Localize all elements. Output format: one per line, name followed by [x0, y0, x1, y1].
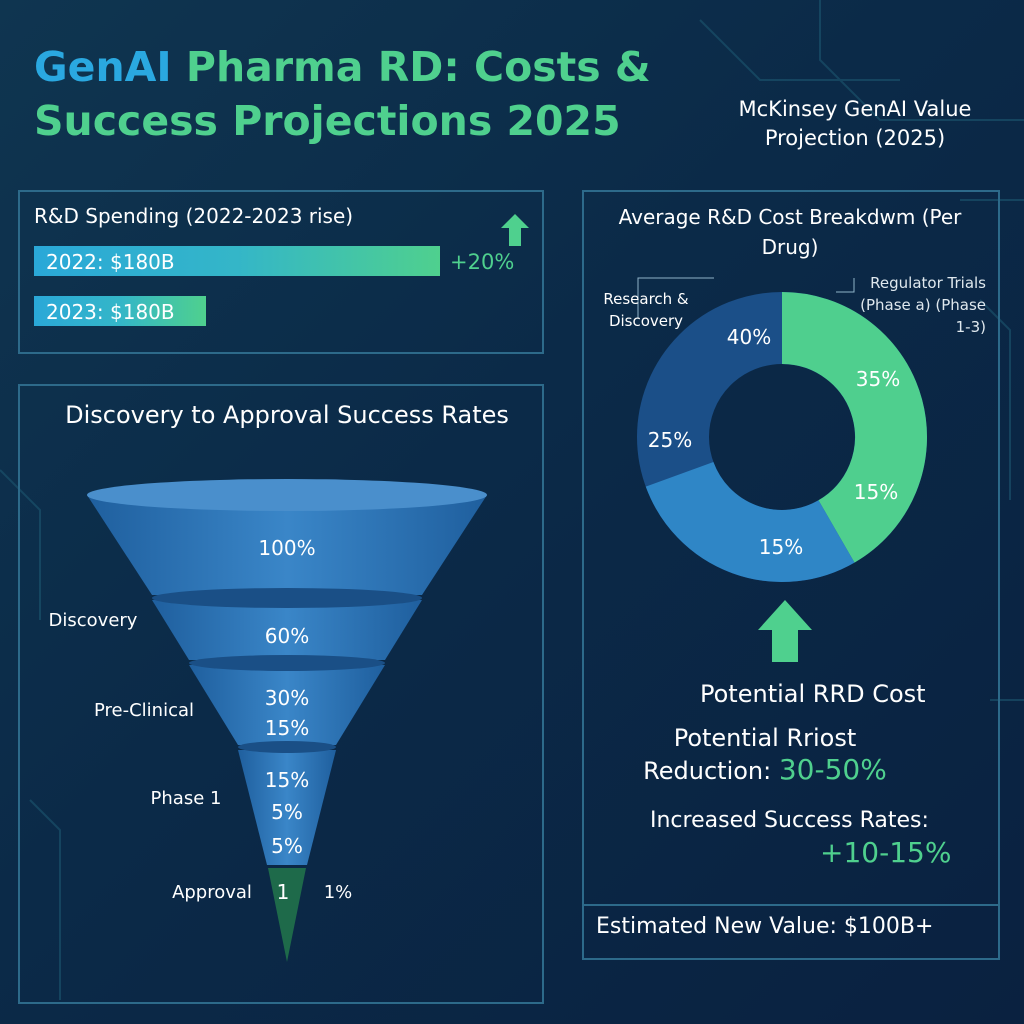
segment-label: 15% [853, 480, 899, 504]
right-panel [582, 190, 1000, 960]
segment-label: 25% [647, 428, 693, 452]
callout-lines [637, 277, 855, 318]
funnel-rim [189, 655, 385, 671]
funnel-rim [152, 588, 422, 608]
stage-label: Phase 1 [150, 788, 222, 809]
change-label: +20% [450, 250, 515, 274]
funnel-panel [18, 384, 544, 1004]
bar-2022 [34, 246, 440, 276]
funnel-value: 30% [264, 686, 310, 710]
up-arrow [501, 214, 529, 246]
success-value: +10-15% [820, 836, 952, 869]
subtitle: McKinsey GenAI Value Projection (2025) [738, 97, 972, 150]
stage-label: Discovery [48, 610, 138, 631]
funnel-layer [152, 600, 422, 660]
reduction-block: Potential Rriost Reduction: 30-50% [640, 722, 890, 787]
spending-panel [18, 190, 544, 354]
projection-heading: Potential RRD Cost [700, 680, 926, 708]
circuit-lines [0, 0, 1024, 1000]
funnel-value: 15% [264, 768, 310, 792]
stage-label: Approval [172, 882, 252, 903]
title: GenAI Pharma RD: Costs & Success Project… [34, 40, 674, 148]
funnel-layer [87, 495, 487, 595]
funnel-value: 5% [271, 800, 303, 824]
donut-title: Average R&D Cost Breakdwm (Per Drug) [618, 205, 962, 259]
funnel-rim [87, 479, 487, 511]
segment-label: 35% [855, 367, 901, 391]
bar-label: 2023: $180B [46, 300, 175, 324]
funnel-value: 1 [276, 880, 290, 904]
reduction-label: Potential Rriost Reduction: [643, 724, 857, 785]
donut-segment [780, 292, 927, 563]
donut [637, 292, 927, 582]
funnel-value: 5% [271, 834, 303, 858]
funnel-value: 15% [264, 716, 310, 740]
funnel-rim [238, 741, 336, 753]
funnel-layer [238, 750, 336, 865]
donut-segment [645, 460, 855, 582]
success-label: Increased Success Rates: [650, 808, 929, 833]
value-note: Estimated New Value: $100B+ [596, 914, 934, 939]
divider [582, 904, 1000, 960]
end-label: 1% [323, 882, 353, 903]
title-highlight: GenAI [34, 43, 172, 91]
segment-label: 40% [726, 325, 772, 349]
segment-label: 15% [758, 535, 804, 559]
bar-label: 2022: $180B [46, 250, 175, 274]
funnel-layer [189, 665, 385, 745]
funnel [87, 479, 487, 962]
title-rest: Pharma RD: Costs & Success Projections 2… [34, 43, 651, 145]
funnel-title: Discovery to Approval Success Rates [65, 401, 509, 429]
bar-2023 [34, 296, 206, 326]
stage-label: Pre-Clinical [93, 700, 195, 721]
funnel-value: 60% [264, 624, 310, 648]
callout: Regulator Trials (Phase a) (Phase 1-3) [860, 274, 986, 336]
up-arrow [758, 600, 812, 662]
funnel-tip [268, 868, 306, 962]
spending-title: R&D Spending (2022-2023 rise) [34, 204, 354, 228]
reduction-value: 30-50% [778, 753, 887, 786]
callout: Research & Discovery [603, 290, 689, 330]
funnel-value: 100% [258, 536, 316, 560]
